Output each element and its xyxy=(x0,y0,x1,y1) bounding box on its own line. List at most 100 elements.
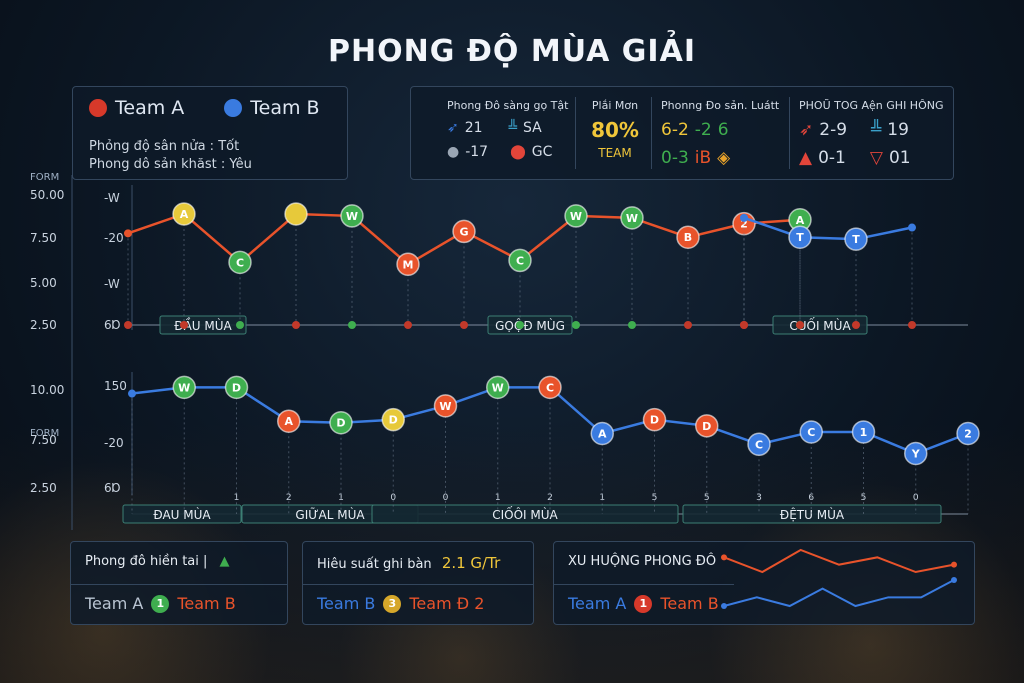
result-marker-label: C xyxy=(516,254,524,267)
result-marker-label: D xyxy=(232,381,241,394)
current-form-panel: Phong đô hiền tai | ▲ Team A 1 Team B xyxy=(70,541,288,625)
stat-col-1-r2-val: -17 xyxy=(465,144,489,160)
baseline-point xyxy=(516,321,524,329)
boot-red-icon: ➶ xyxy=(799,120,814,140)
chart-panel-2: FORM10.007.502.50150-206Ɒ12100121553650Đ… xyxy=(30,362,980,530)
p2-team-a: Team Đ 2 xyxy=(409,594,485,613)
legend-line-2: Phong dô sản khăst : Yêu xyxy=(89,157,252,172)
result-marker xyxy=(172,202,196,226)
panel-separator xyxy=(303,584,533,585)
result-marker-label: A xyxy=(796,214,805,227)
legend-line-1-value: Tốt xyxy=(218,139,240,154)
phase-label-text: ĐAU MÙA xyxy=(153,507,211,522)
result-marker xyxy=(396,252,420,277)
ball-icon: ● xyxy=(447,144,460,160)
y-inner-tick-label: 6Ɒ xyxy=(104,481,121,495)
y-tick-label: 5.00 xyxy=(30,276,57,290)
result-marker-label: C xyxy=(546,381,554,394)
baseline-point xyxy=(852,321,860,329)
result-marker-label: D xyxy=(650,414,659,427)
stat-col-1-row-1: ➶ 21 ╩ SA xyxy=(447,120,568,136)
phase-label-box xyxy=(371,504,679,524)
result-marker-label: C xyxy=(807,426,815,439)
y-tick-label: 7.50 xyxy=(30,231,57,245)
y-axis-label: FORM xyxy=(30,428,59,439)
result-marker xyxy=(224,375,249,400)
phase-label-box xyxy=(682,504,942,524)
panel-separator xyxy=(71,584,287,585)
team-a-dot-icon xyxy=(89,99,107,117)
up-arrow-icon: ▲ xyxy=(219,554,230,569)
phase-label-text: ĐỆTU MÙA xyxy=(780,507,845,522)
result-marker xyxy=(642,407,667,432)
stat-divider xyxy=(575,97,576,169)
result-marker xyxy=(956,421,980,446)
p1-team-a: Team A xyxy=(85,594,144,613)
triangle-up-icon: ▲ xyxy=(799,148,813,168)
result-marker-label: C xyxy=(755,438,763,451)
current-form-title: Phong đô hiền tai | ▲ xyxy=(85,554,230,569)
stat-col-2: Plắi Mơn 80% TEAM xyxy=(589,99,641,160)
sparkline-team-a-start xyxy=(721,554,727,561)
p3-team-a: Team A xyxy=(568,594,627,613)
stat-col-3-r1c: 6 xyxy=(717,120,729,140)
stat-col-3-r2b: iB xyxy=(694,148,712,168)
baseline-point xyxy=(572,321,580,329)
p1-team-b: Team B xyxy=(177,594,236,613)
stat-col-3-r2: 0-3 xyxy=(661,148,689,168)
team-b-dot-icon xyxy=(224,99,243,117)
scoring-title: Hiêu suất ghi bàn 2.1 G/Tr xyxy=(317,554,500,572)
stat-divider xyxy=(789,97,790,169)
data-point xyxy=(128,389,136,398)
result-marker-label: T xyxy=(852,233,860,246)
x-tick-label: 1 xyxy=(599,493,605,503)
result-marker-label: W xyxy=(346,210,358,223)
series-line-team-b xyxy=(743,216,913,241)
legend-line-2-label: Phong dô sản khăst : xyxy=(89,157,226,172)
baseline-point xyxy=(628,321,636,329)
baseline-point xyxy=(908,321,916,329)
trend-sparklines xyxy=(721,548,957,609)
stat-col-4-r2: 0-1 xyxy=(818,148,846,168)
legend-team-b[interactable]: Team B xyxy=(250,97,320,119)
baseline-point xyxy=(124,321,132,329)
stat-col-1: Phong Đô sàng gọ Tật ➶ 21 ╩ SA ● -17 ⬤ G… xyxy=(447,99,568,160)
sparkline-team-a-end xyxy=(951,561,957,568)
y-inner-tick-label: -W xyxy=(104,191,120,205)
x-tick-label: 0 xyxy=(443,493,449,503)
baseline-point xyxy=(236,321,244,329)
y-tick-label: 50.00 xyxy=(30,188,64,202)
result-marker xyxy=(538,375,562,400)
stat-col-1-row-2: ● -17 ⬤ GC xyxy=(447,144,568,160)
phase-label: GỌỘĐ MÙG xyxy=(487,315,573,335)
p2-team-b: Team B xyxy=(317,594,376,613)
baseline-point xyxy=(404,321,412,329)
x-tick-label: 3 xyxy=(756,493,762,503)
trend-panel: XU HUỘNG PHONG ĐÔ Team A 1 Team B xyxy=(553,541,975,625)
x-tick-label: 0 xyxy=(913,493,919,503)
phase-label-box xyxy=(122,504,242,524)
y-axis-label: FORM xyxy=(30,172,59,183)
result-marker-label: D xyxy=(702,420,711,433)
panel-separator xyxy=(554,584,734,585)
baseline-point xyxy=(180,321,188,329)
stat-col-3-row-2: 0-3 iB ◈ xyxy=(661,148,779,168)
y-tick-label: 10.00 xyxy=(30,383,64,397)
result-marker xyxy=(381,407,405,432)
result-marker xyxy=(904,441,928,466)
legend-line-1: Phỏng độ sân nửa : Tốt xyxy=(89,139,239,154)
result-marker-label: W xyxy=(178,381,190,394)
p1-chip: 1 xyxy=(151,594,170,613)
sparkline-team-b-start xyxy=(721,603,727,609)
result-marker-label: T xyxy=(796,231,804,244)
y-inner-tick-label: 150 xyxy=(104,379,127,393)
legend-team-a[interactable]: Team A xyxy=(115,97,185,119)
phase-label: ĐỆTU MÙA xyxy=(682,504,942,524)
result-marker-label: W xyxy=(492,381,504,394)
bar-icon: ╩ xyxy=(508,120,517,136)
baseline-point xyxy=(292,321,300,329)
result-marker xyxy=(788,225,812,249)
baseline-point xyxy=(348,321,356,329)
scoring-value: 2.1 G/Tr xyxy=(441,554,501,572)
